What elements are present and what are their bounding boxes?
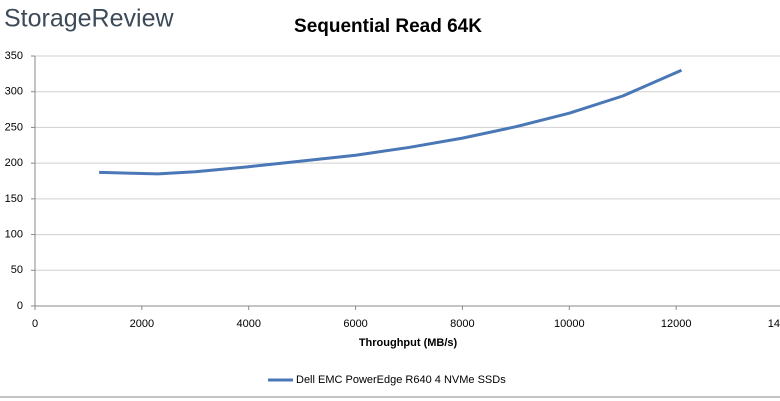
y-tick-label: 150: [5, 193, 23, 205]
x-axis-label: Throughput (MB/s): [359, 337, 458, 349]
x-tick-label: 8000: [450, 318, 474, 330]
x-tick-label: 10000: [554, 318, 585, 330]
x-tick-label: 12000: [661, 318, 692, 330]
x-tick-label: 14000: [768, 318, 780, 330]
chart-title: Sequential Read 64K: [294, 16, 482, 37]
y-tick-label: 200: [5, 157, 23, 169]
brand: StorageReview: [4, 5, 174, 33]
y-tick-label: 250: [5, 121, 23, 133]
x-tick-label: 6000: [343, 318, 367, 330]
y-tick-label: 300: [5, 86, 23, 98]
y-tick-label: 0: [17, 300, 23, 312]
x-tick-label: 4000: [236, 318, 260, 330]
legend-label: Dell EMC PowerEdge R640 4 NVMe SSDs: [296, 374, 506, 386]
y-tick-label: 100: [5, 228, 23, 240]
y-tick-label: 50: [11, 264, 23, 276]
x-tick-label: 0: [32, 318, 38, 330]
data-line: [99, 68, 683, 176]
y-tick-label: 350: [5, 50, 23, 62]
x-tick-label: 2000: [130, 318, 154, 330]
